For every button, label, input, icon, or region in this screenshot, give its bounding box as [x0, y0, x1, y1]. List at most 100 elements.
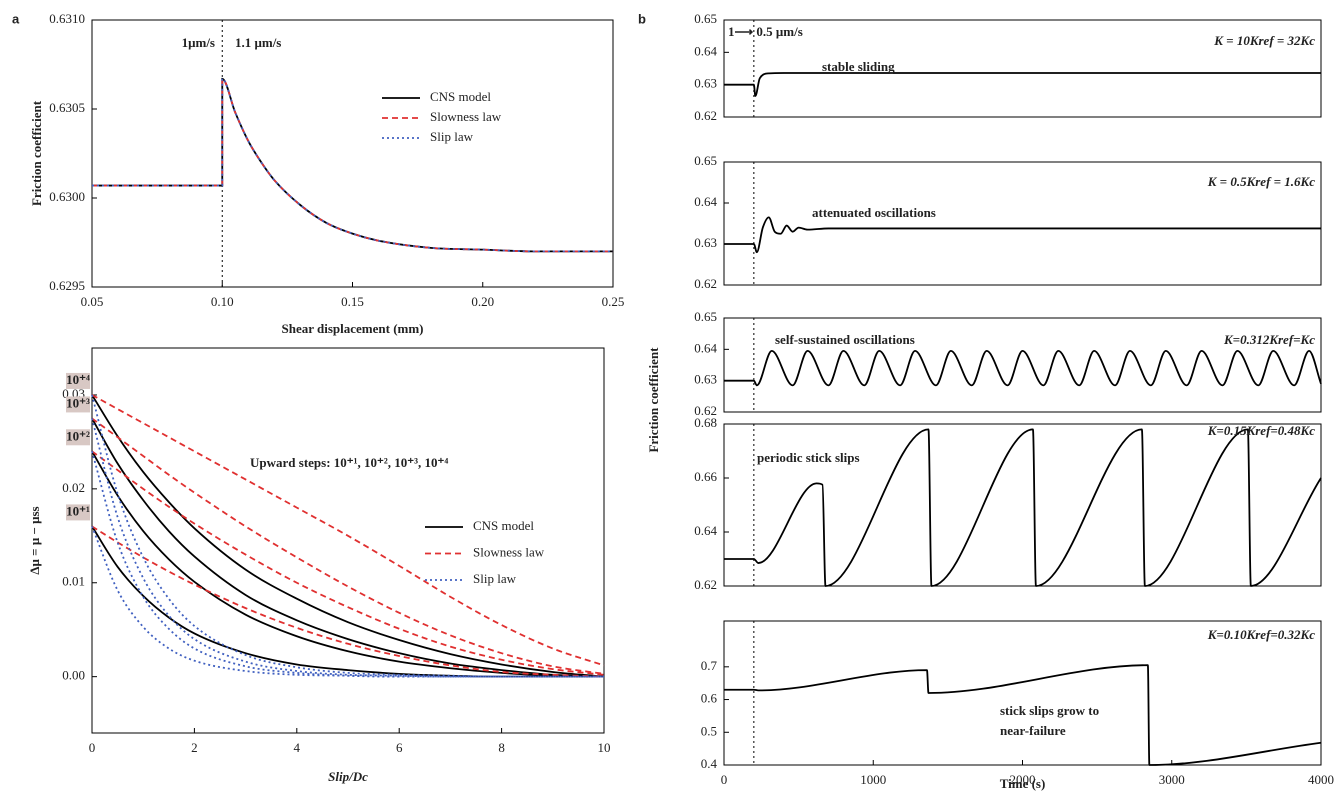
panel-label: a — [12, 11, 20, 26]
step-badge — [66, 396, 90, 413]
annotation: stable sliding — [822, 59, 895, 74]
y-tick-label: 0.6300 — [49, 189, 85, 204]
y-tick-label: 0.63 — [694, 76, 717, 91]
curve — [92, 77, 613, 253]
y-tick-label: 0.63 — [694, 235, 717, 250]
legend-label: Slowness law — [473, 544, 545, 559]
curve — [91, 394, 605, 667]
x-tick-label: 0.20 — [471, 294, 494, 309]
k-label: K=0.15Kref=0.48Kc — [1207, 423, 1315, 438]
plot-frame — [91, 19, 614, 288]
k-label: K=0.10Kref=0.32Kc — [1207, 627, 1315, 642]
x-tick-label: 4000 — [1308, 772, 1334, 787]
legend-label: CNS model — [430, 89, 491, 104]
step-label: 10⁺² — [66, 428, 90, 443]
plot-frame — [723, 161, 1322, 286]
annotation: 1μm/s — [182, 35, 215, 50]
y-axis-label: Friction coefficient — [29, 100, 44, 206]
step-badge — [66, 504, 90, 521]
x-tick-label: 1000 — [860, 772, 886, 787]
legend-label: CNS model — [473, 518, 534, 533]
y-tick-label: 0.62 — [694, 276, 717, 291]
x-tick-label: 0.15 — [341, 294, 364, 309]
x-tick-label: 0.05 — [81, 294, 104, 309]
plot-frame — [723, 423, 1322, 587]
x-tick-label: 0 — [89, 740, 96, 755]
curve — [724, 72, 1321, 97]
k-label: K = 10Kref = 32Kc — [1213, 33, 1315, 48]
annotation: self-sustained oscillations — [775, 332, 915, 347]
y-tick-label: 0.6 — [701, 691, 718, 706]
y-tick-label: 0.4 — [701, 756, 718, 771]
x-axis-label: Shear displacement (mm) — [281, 321, 423, 336]
annotation: periodic stick slips — [757, 450, 860, 465]
step-badge — [66, 372, 90, 389]
step-note: 1⟶ 0.5 μm/s — [728, 24, 803, 39]
y-tick-label: 0.62 — [694, 108, 717, 123]
y-tick-label: 0.64 — [694, 43, 717, 58]
curve — [91, 417, 605, 678]
y-tick-label: 0.62 — [694, 403, 717, 418]
curve — [724, 664, 1322, 766]
curve — [724, 349, 1322, 387]
step-badge — [66, 429, 90, 446]
y-tick-label: 0.63 — [694, 372, 717, 387]
y-tick-label: 0.68 — [694, 415, 717, 430]
y-tick-label: 0.66 — [694, 469, 717, 484]
plot-frame — [723, 317, 1322, 413]
curve — [91, 450, 605, 678]
x-axis-label: Slip/Dc — [328, 769, 368, 784]
plot-frame — [723, 19, 1322, 118]
curve — [724, 216, 1321, 254]
step-label: 10⁺⁴ — [66, 372, 90, 387]
x-tick-label: 10 — [598, 740, 611, 755]
y-tick-label: 0.01 — [62, 574, 85, 589]
curve — [91, 394, 605, 678]
y-tick-label: 0.65 — [694, 309, 717, 324]
legend-label: Slowness law — [430, 109, 502, 124]
y-tick-label: 0.6310 — [49, 11, 85, 26]
step-label: 10⁺¹ — [66, 503, 90, 518]
y-tick-label: 0.6295 — [49, 278, 85, 293]
x-tick-label: 2000 — [1010, 772, 1036, 787]
legend-label: Slip law — [430, 129, 474, 144]
y-axis-label: Δμ = μ − μss — [27, 506, 42, 574]
y-tick-label: 0.64 — [694, 340, 717, 355]
x-tick-label: 2 — [191, 740, 198, 755]
curve — [92, 77, 613, 253]
y-tick-label: 0.65 — [694, 11, 717, 26]
x-tick-label: 0 — [721, 772, 728, 787]
plot-frame — [723, 620, 1322, 766]
x-tick-label: 0.25 — [602, 294, 625, 309]
x-tick-label: 8 — [498, 740, 505, 755]
x-tick-label: 4 — [294, 740, 301, 755]
annotation: stick slips grow to — [1000, 703, 1099, 718]
y-tick-label: 0.5 — [701, 723, 717, 738]
curve — [723, 428, 1322, 587]
y-tick-label: 0.62 — [694, 577, 717, 592]
y-tick-label: 0.6305 — [49, 100, 85, 115]
k-label: K = 0.5Kref = 1.6Kc — [1207, 174, 1315, 189]
y-tick-label: 0.7 — [701, 658, 718, 673]
curve — [91, 451, 604, 678]
annotation: Upward steps: 10⁺¹, 10⁺², 10⁺³, 10⁺⁴ — [250, 455, 448, 470]
x-axis-label: Time (s) — [1000, 776, 1046, 791]
panel-label: b — [638, 11, 646, 26]
curve — [91, 394, 604, 678]
y-axis-label: Friction coefficient — [646, 347, 661, 453]
y-tick-label: 0.02 — [62, 480, 85, 495]
x-tick-label: 6 — [396, 740, 403, 755]
y-tick-label: 0.00 — [62, 668, 85, 683]
curve — [91, 418, 604, 678]
y-tick-label: 0.64 — [694, 523, 717, 538]
curve — [91, 450, 605, 676]
plot-frame — [91, 347, 605, 734]
x-tick-label: 0.10 — [211, 294, 234, 309]
step-label: 10⁺³ — [66, 395, 90, 410]
legend-label: Slip law — [473, 571, 517, 586]
curve — [91, 417, 605, 675]
x-tick-label: 3000 — [1159, 772, 1185, 787]
annotation: near-failure — [1000, 723, 1066, 738]
